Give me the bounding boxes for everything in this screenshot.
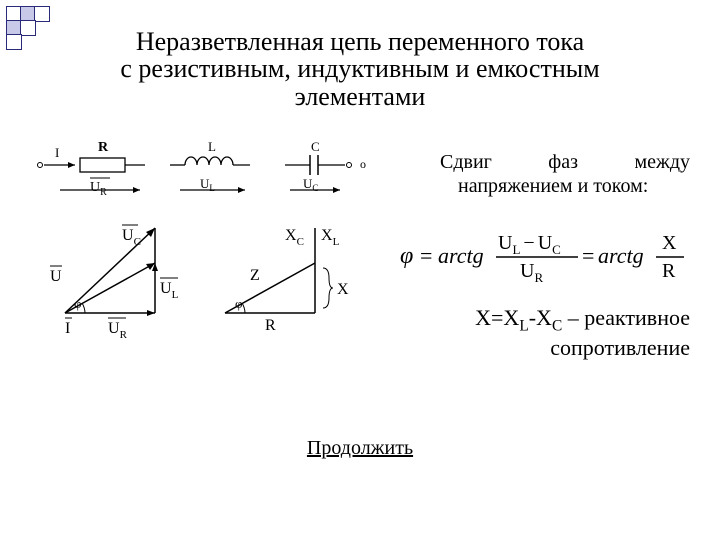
- title-line-2: с резистивным, индуктивным и емкостным: [0, 55, 720, 82]
- svg-text:R: R: [662, 260, 676, 282]
- svg-text:XL: XL: [321, 227, 340, 248]
- label-L: L: [208, 139, 216, 154]
- slide-title: Неразветвленная цепь переменного тока с …: [0, 0, 720, 110]
- svg-text:U: U: [50, 268, 62, 285]
- svg-text:UL−UC: UL−UC: [498, 232, 561, 257]
- phase-formula: φ = arctg UL−UC UR = arctg X R: [400, 225, 690, 285]
- svg-text:UC: UC: [122, 227, 141, 248]
- title-line-3: элементами: [0, 83, 720, 110]
- circuit-diagram: I R UR L UL C UC o: [30, 135, 430, 210]
- svg-text:UR: UR: [90, 180, 107, 198]
- svg-text:=: =: [582, 243, 594, 268]
- svg-text:UC: UC: [303, 176, 318, 193]
- svg-text:arctg: arctg: [438, 243, 484, 268]
- phase-shift-text: Сдвиг фаз между напряжением и током:: [440, 150, 690, 198]
- svg-text:UR: UR: [108, 320, 128, 338]
- svg-text:o: o: [360, 157, 366, 171]
- label-C: C: [311, 139, 320, 154]
- svg-text:XC: XC: [285, 227, 304, 248]
- svg-text:φ: φ: [400, 243, 413, 269]
- svg-text:R: R: [265, 317, 276, 334]
- svg-text:UL: UL: [160, 280, 179, 301]
- svg-text:UR: UR: [520, 260, 543, 285]
- svg-text:=: =: [420, 243, 432, 268]
- title-line-1: Неразветвленная цепь переменного тока: [0, 28, 720, 55]
- impedance-triangle: φ XC XL Z R X: [195, 218, 355, 338]
- reactance-definition: X=XL-XC – реактивное сопротивление: [400, 305, 690, 360]
- svg-text:UL: UL: [200, 176, 215, 193]
- svg-text:φ: φ: [235, 296, 243, 311]
- svg-text:Z: Z: [250, 267, 260, 284]
- label-R: R: [98, 140, 109, 155]
- svg-text:X: X: [337, 281, 349, 298]
- svg-text:X: X: [662, 232, 677, 254]
- label-I: I: [55, 145, 59, 160]
- svg-text:arctg: arctg: [598, 243, 644, 268]
- voltage-triangle: φ UC U UL UR I: [30, 218, 190, 338]
- svg-text:φ: φ: [74, 296, 82, 311]
- continue-link[interactable]: Продолжить: [0, 437, 720, 460]
- svg-text:I: I: [65, 320, 70, 337]
